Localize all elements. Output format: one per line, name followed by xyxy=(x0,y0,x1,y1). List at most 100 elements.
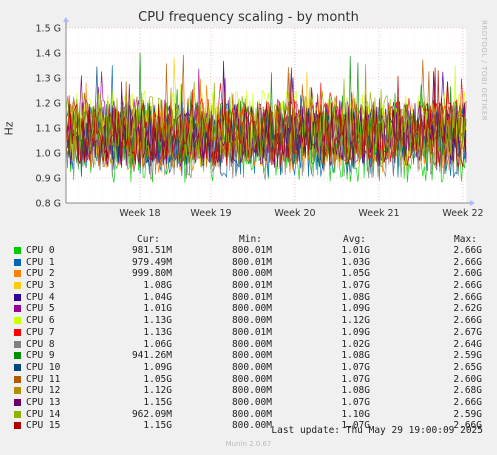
legend-min-value: 800.01M xyxy=(231,291,272,303)
legend-swatch xyxy=(14,258,21,266)
legend-max-value: 2.66G xyxy=(453,245,482,256)
y-tick-label: 1.5 G xyxy=(36,24,62,35)
legend-cur-value: 1.09G xyxy=(143,361,172,373)
legend-max-value: 2.66G xyxy=(453,420,482,432)
legend-series-name: CPU 9 xyxy=(26,350,55,362)
x-tick-label: Week 20 xyxy=(274,208,315,219)
legend-avg-value: 1.09G xyxy=(341,326,370,338)
legend-min-value: 800.00M xyxy=(231,338,272,350)
legend-cur-value: 962.09M xyxy=(131,408,172,420)
legend-row: CPU 9 941.26M 800.00M 1.08G 2.59G xyxy=(12,350,492,362)
x-tick-label: Week 18 xyxy=(119,208,160,219)
legend-series-name: CPU 11 xyxy=(26,373,61,385)
legend-row: CPU 2 999.80M 800.00M 1.05G 2.60G xyxy=(12,268,492,280)
rrdtool-watermark: RRDTOOL / TOBI OETIKER xyxy=(480,20,488,122)
legend-swatch xyxy=(14,398,21,406)
legend-series-name: CPU 14 xyxy=(26,408,61,420)
legend-min-value: 800.00M xyxy=(231,303,272,315)
y-tick-label: 1.3 G xyxy=(36,74,62,85)
legend-row: CPU 4 1.04G 800.01M 1.08G 2.66G xyxy=(12,292,492,304)
legend-max-value: 2.66G xyxy=(453,315,482,327)
legend-min-value: 800.00M xyxy=(231,408,272,420)
legend-min-value: 800.00M xyxy=(231,385,272,397)
legend-row: CPU 12 1.12G 800.00M 1.08G 2.68G xyxy=(12,385,492,397)
legend-series-name: CPU 13 xyxy=(26,396,61,408)
legend-header-avg: Avg: xyxy=(343,234,366,245)
last-update: Last update: Thu May 29 19:00:09 2025 xyxy=(271,425,483,436)
legend-min-value: 800.00M xyxy=(231,315,272,327)
legend-cur-value: 981.51M xyxy=(131,245,172,256)
legend-max-value: 2.66G xyxy=(453,280,482,292)
legend-row: CPU 11 1.05G 800.00M 1.07G 2.60G xyxy=(12,374,492,386)
legend-min-value: 800.01M xyxy=(231,245,272,256)
legend-avg-value: 1.08G xyxy=(341,291,370,303)
legend-swatch xyxy=(14,352,21,360)
legend-min-value: 800.00M xyxy=(231,396,272,408)
legend-min-value: 800.01M xyxy=(231,326,272,338)
legend-avg-value: 1.02G xyxy=(341,338,370,350)
legend-swatch xyxy=(14,410,21,418)
legend-cur-value: 1.13G xyxy=(143,326,172,338)
legend-cur-value: 999.80M xyxy=(131,268,172,280)
legend-row: CPU 14 962.09M 800.00M 1.10G 2.59G xyxy=(12,409,492,421)
legend-series-name: CPU 0 xyxy=(26,245,55,256)
legend-series-name: CPU 10 xyxy=(26,361,61,373)
legend-avg-value: 1.12G xyxy=(341,315,370,327)
legend-max-value: 2.62G xyxy=(453,303,482,315)
legend-min-value: 800.00M xyxy=(231,350,272,362)
legend-max-value: 2.66G xyxy=(453,256,482,268)
y-axis-arrow xyxy=(63,17,69,22)
legend-table: Cur: Min: Avg: Max: CPU 0 981.51M 800.01M 1… xyxy=(12,234,492,432)
legend-row: CPU 6 1.13G 800.00M 1.12G 2.66G xyxy=(12,315,492,327)
legend-min-value: 800.00M xyxy=(231,420,272,432)
legend-row: CPU 1 979.49M 800.01M 1.03G 2.66G xyxy=(12,257,492,269)
legend-row: CPU 10 1.09G 800.00M 1.07G 2.65G xyxy=(12,362,492,374)
legend-row: CPU 8 1.06G 800.00M 1.02G 2.64G xyxy=(12,339,492,351)
legend-avg-value: 1.07G xyxy=(341,373,370,385)
legend-max-value: 2.66G xyxy=(453,291,482,303)
chart-plot: 0.8 G 0.9 G 1.0 G 1.1 G 1.2 G 1.3 G 1.4 G 1.5 G… xyxy=(36,17,484,219)
legend-avg-value: 1.07G xyxy=(341,280,370,292)
legend-series-name: CPU 15 xyxy=(26,420,61,432)
legend-cur-value: 1.08G xyxy=(143,280,172,292)
legend-cur-value: 1.15G xyxy=(143,396,172,408)
legend-max-value: 2.68G xyxy=(453,385,482,397)
legend-max-value: 2.59G xyxy=(453,350,482,362)
series-line-cpu-13 xyxy=(65,75,467,168)
legend-swatch xyxy=(14,363,21,371)
legend-series-name: CPU 2 xyxy=(26,268,55,280)
legend-header-min: Min: xyxy=(239,234,262,245)
legend-avg-value: 1.07G xyxy=(341,361,370,373)
legend-avg-value: 1.07G xyxy=(341,396,370,408)
chart-title: CPU frequency scaling - by month xyxy=(138,10,359,25)
x-axis-arrow xyxy=(470,200,475,206)
legend-min-value: 800.01M xyxy=(231,280,272,292)
legend-avg-value: 1.03G xyxy=(341,256,370,268)
legend-max-value: 2.60G xyxy=(453,268,482,280)
y-tick-label: 0.9 G xyxy=(36,174,62,185)
legend-avg-value: 1.08G xyxy=(341,350,370,362)
legend-max-value: 2.66G xyxy=(453,396,482,408)
legend-row: CPU 3 1.08G 800.01M 1.07G 2.66G xyxy=(12,280,492,292)
legend-swatch xyxy=(14,375,21,383)
legend-series-name: CPU 8 xyxy=(26,338,55,350)
legend-swatch xyxy=(14,340,21,348)
legend-swatch xyxy=(14,247,21,254)
legend-avg-value: 1.10G xyxy=(341,408,370,420)
legend-avg-value: 1.01G xyxy=(341,245,370,256)
legend-max-value: 2.67G xyxy=(453,326,482,338)
legend-series-name: CPU 6 xyxy=(26,315,55,327)
legend-row: CPU 13 1.15G 800.00M 1.07G 2.66G xyxy=(12,397,492,409)
legend-min-value: 800.00M xyxy=(231,268,272,280)
legend-cur-value: 941.26M xyxy=(131,350,172,362)
legend-swatch xyxy=(14,305,21,313)
legend-swatch xyxy=(14,282,21,290)
legend-cur-value: 1.12G xyxy=(143,385,172,397)
legend-avg-value: 1.07G xyxy=(341,420,370,432)
legend-swatch xyxy=(14,328,21,336)
legend-cur-value: 979.49M xyxy=(131,256,172,268)
x-tick-label: Week 21 xyxy=(358,208,399,219)
y-tick-label: 1.4 G xyxy=(36,49,62,60)
legend-swatch xyxy=(14,387,21,395)
x-tick-label: Week 22 xyxy=(442,208,483,219)
